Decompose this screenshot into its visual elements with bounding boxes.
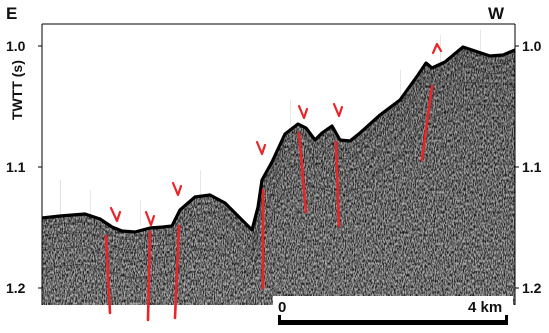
arrow-5 <box>297 104 309 120</box>
y-tick-left-3: 1.2 <box>6 280 26 296</box>
fault-7 <box>420 84 434 162</box>
axis-ticks <box>38 45 519 289</box>
y-tick-left-1: 1.0 <box>6 38 26 54</box>
direction-label-east: E <box>6 4 18 23</box>
scale-bar-tick-left <box>278 315 281 325</box>
y-axis-label: TWTT (s) <box>9 60 25 120</box>
scale-bar-start-label: 0 <box>278 299 287 316</box>
fault-6 <box>334 140 341 228</box>
y-tick-right-1: 1.0 <box>522 38 542 54</box>
arrow-4 <box>255 140 267 156</box>
fault-2 <box>146 230 152 322</box>
arrow-3 <box>171 181 183 197</box>
arrow-2 <box>144 210 156 227</box>
arrow-6 <box>332 102 344 118</box>
seafloor-reflector <box>41 45 516 234</box>
scale-bar-box <box>273 296 513 331</box>
scale-bar-tick-right <box>505 315 508 325</box>
y-tick-right-2: 1.1 <box>522 159 542 175</box>
arrow-7 <box>431 42 443 55</box>
y-tick-right-3: 1.2 <box>522 280 542 296</box>
y-tick-left-2: 1.1 <box>6 159 26 175</box>
fault-1 <box>104 234 112 315</box>
scale-bar <box>278 320 508 325</box>
faults <box>104 84 434 322</box>
fault-5 <box>297 131 308 214</box>
direction-label-west: W <box>488 4 505 23</box>
arrow-1 <box>109 206 122 223</box>
fault-3 <box>173 224 181 320</box>
scale-bar-end-label: 4 km <box>468 299 503 316</box>
fault-arrows <box>109 42 443 227</box>
